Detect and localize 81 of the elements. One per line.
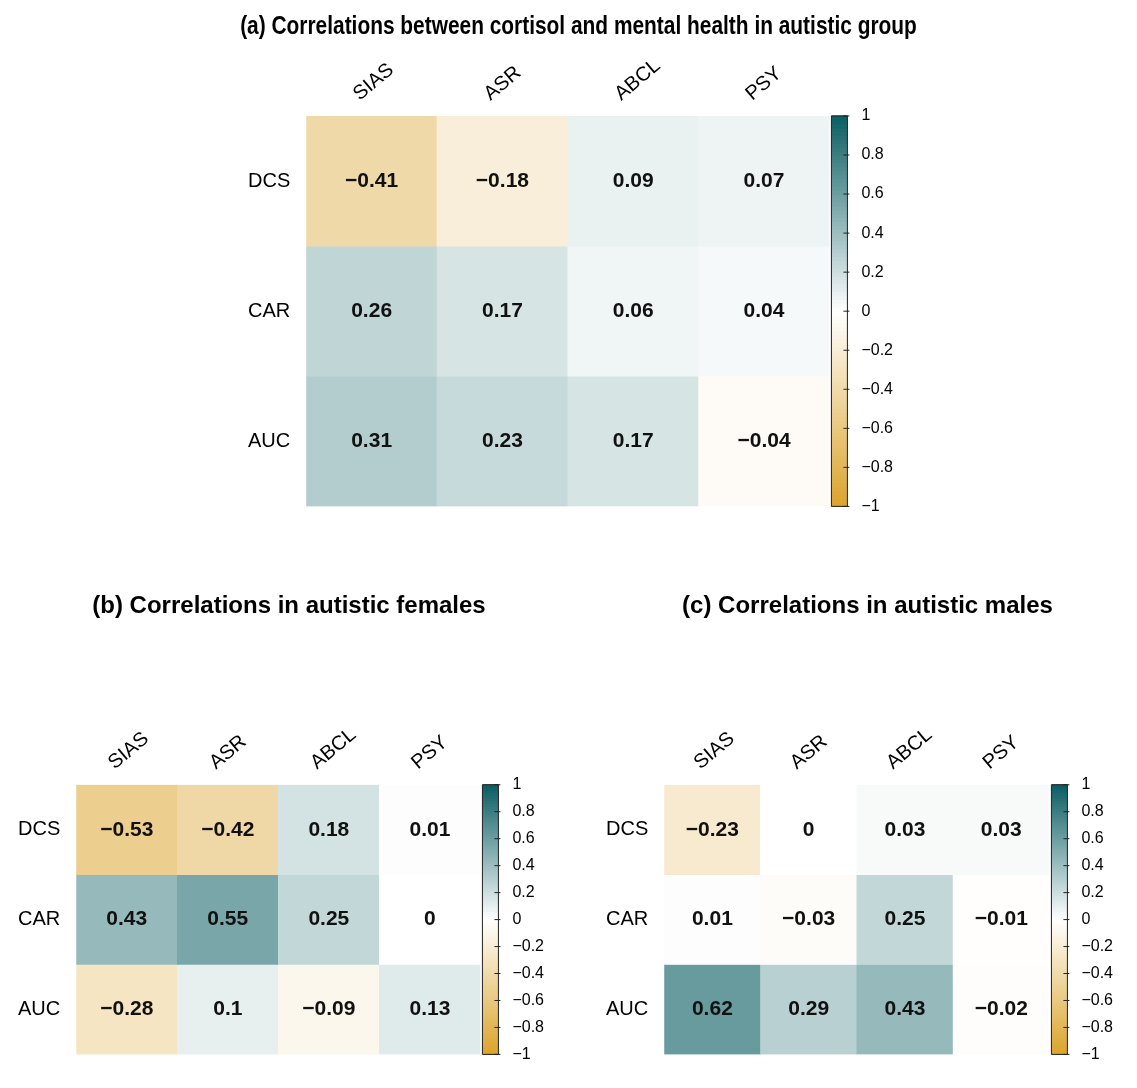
color-bar-label: −0.8 xyxy=(512,1017,545,1035)
color-bar-label: 1 xyxy=(861,106,871,124)
data-label: −0.41 xyxy=(345,167,399,191)
color-bar-label: 0.2 xyxy=(1081,883,1104,901)
color-bar-label: −0.6 xyxy=(1081,990,1114,1008)
data-label: 0.29 xyxy=(788,996,830,1020)
data-label: 0.55 xyxy=(207,906,249,930)
data-label: 0.06 xyxy=(612,297,654,321)
data-label: 0.17 xyxy=(612,428,654,452)
color-bar-label: −0.4 xyxy=(512,963,545,981)
color-bar-label: −0.8 xyxy=(861,457,894,475)
color-bar-label: 0.4 xyxy=(861,223,884,241)
data-label: 0.43 xyxy=(106,906,148,930)
color-bar-label: −0.4 xyxy=(1081,963,1114,981)
data-label: 0.04 xyxy=(743,297,785,321)
color-bar-label: −0.2 xyxy=(512,936,545,954)
color-bar-label: 0 xyxy=(512,909,522,927)
y-tick-label: CAR xyxy=(247,298,291,321)
chart-title: (a) Correlations between cortisol and mental health in autistic group xyxy=(240,11,917,40)
data-label: 0.17 xyxy=(481,297,523,321)
data-label: 0.62 xyxy=(691,996,733,1020)
data-label: −0.18 xyxy=(475,167,530,191)
color-bar-label: 0.8 xyxy=(1081,802,1104,820)
color-bar-label: −0.2 xyxy=(861,340,894,358)
color-bar-label: −0.2 xyxy=(1081,936,1114,954)
color-bar-label: 0.8 xyxy=(512,802,535,820)
y-tick-label: DCS xyxy=(17,817,61,840)
data-label: 0.31 xyxy=(351,428,393,452)
color-bar-label: −0.8 xyxy=(1081,1017,1114,1035)
y-tick-label: DCS xyxy=(605,817,649,840)
color-bar-label: 0.8 xyxy=(861,145,884,163)
color-bar-label: −1 xyxy=(512,1044,531,1062)
data-label: −0.53 xyxy=(100,816,154,840)
color-bar-label: 0.2 xyxy=(861,262,884,280)
data-label: 0.18 xyxy=(308,816,350,840)
data-label: −0.23 xyxy=(685,816,739,840)
y-tick-label: CAR xyxy=(605,907,649,930)
data-label: −0.28 xyxy=(100,996,154,1020)
data-label: 0.13 xyxy=(409,996,451,1020)
color-bar-label: 0 xyxy=(1081,909,1091,927)
y-tick-label: CAR xyxy=(17,907,61,930)
color-bar-label: −1 xyxy=(861,496,880,514)
data-label: 0.01 xyxy=(409,816,451,840)
data-label: −0.03 xyxy=(782,906,836,930)
color-bar-label: −1 xyxy=(1081,1044,1100,1062)
data-label: −0.02 xyxy=(974,996,1028,1020)
chart-title: (c) Correlations in autistic males xyxy=(682,591,1053,619)
color-bar-label: −0.6 xyxy=(861,418,894,436)
data-label: 0 xyxy=(802,816,815,840)
color-bar-label: −0.4 xyxy=(861,379,894,397)
data-label: 0.26 xyxy=(351,297,393,321)
data-label: 0.01 xyxy=(691,906,734,930)
data-label: −0.09 xyxy=(302,996,356,1020)
color-bar-label: 1 xyxy=(512,775,522,793)
color-bar-label: 0 xyxy=(861,301,871,319)
color-bar-label: 0.6 xyxy=(1081,829,1104,847)
color-bar-label: 0.2 xyxy=(512,883,535,901)
color-bar-label: 0.6 xyxy=(861,184,884,202)
chart-title: (b) Correlations in autistic females xyxy=(92,591,486,619)
data-label: 0.43 xyxy=(884,996,926,1020)
data-label: 0.25 xyxy=(308,906,350,930)
data-label: 0.23 xyxy=(481,428,523,452)
y-tick-label: AUC xyxy=(17,996,61,1019)
y-tick-label: AUC xyxy=(605,996,649,1019)
data-label: 0 xyxy=(424,906,436,930)
color-bar-label: 1 xyxy=(1081,775,1091,793)
color-bar-label: −0.6 xyxy=(512,990,545,1008)
data-label: 0.25 xyxy=(884,906,926,930)
color-bar-label: 0.4 xyxy=(512,856,535,874)
data-label: −0.01 xyxy=(974,906,1029,930)
data-label: 0.07 xyxy=(743,167,785,191)
y-tick-label: DCS xyxy=(247,168,291,191)
data-label: 0.09 xyxy=(612,167,654,191)
data-label: 0.1 xyxy=(213,996,243,1020)
data-label: 0.03 xyxy=(884,816,926,840)
color-bar-label: 0.6 xyxy=(512,829,535,847)
data-label: −0.04 xyxy=(737,428,791,452)
y-tick-label: AUC xyxy=(247,428,291,451)
data-label: −0.42 xyxy=(201,816,255,840)
color-bar-label: 0.4 xyxy=(1081,856,1104,874)
data-label: 0.03 xyxy=(980,816,1022,840)
